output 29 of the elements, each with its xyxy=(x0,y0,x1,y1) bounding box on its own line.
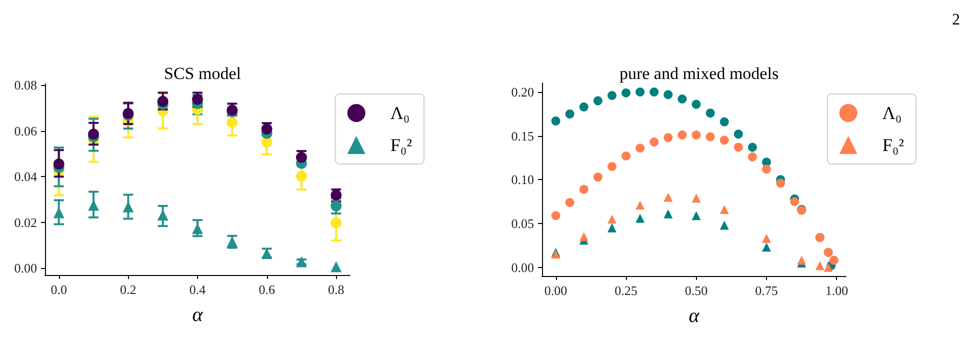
legend-label: F₀² xyxy=(882,135,904,155)
legend-label: F₀² xyxy=(390,135,412,155)
text: 2 xyxy=(952,12,960,28)
y-tick-label: 0.08 xyxy=(14,78,37,93)
y-tick-label: 0.04 xyxy=(14,169,38,184)
x-tick-label: 0.00 xyxy=(544,283,568,298)
y-tick-label: 0.20 xyxy=(511,84,534,100)
y-tick-label: 0.00 xyxy=(511,260,534,275)
x-axis-title: α xyxy=(688,305,700,327)
x-tick-label: 0.2 xyxy=(120,282,136,297)
chart-title: pure and mixed models xyxy=(619,64,779,83)
y-tick-label: 0.02 xyxy=(14,214,37,230)
x-tick-label: 0.50 xyxy=(684,283,708,298)
x-tick-label: 0.6 xyxy=(258,282,276,297)
x-tick-label: 0.75 xyxy=(755,283,778,298)
legend-label: Λ₀ xyxy=(390,103,410,123)
x-tick-label: 1.00 xyxy=(825,283,848,298)
x-tick-label: 0.25 xyxy=(614,283,638,298)
x-axis-title: α xyxy=(192,304,204,326)
x-tick-label: 0.4 xyxy=(189,282,206,297)
y-tick-label: 0.05 xyxy=(511,216,534,231)
y-tick-label: 0.00 xyxy=(14,260,37,276)
y-tick-label: 0.06 xyxy=(14,123,38,138)
legend-label: Λ₀ xyxy=(882,103,902,123)
y-tick-label: 0.10 xyxy=(511,172,534,188)
x-tick-label: 0.0 xyxy=(50,282,67,297)
chart-title: SCS model xyxy=(164,64,242,83)
x-tick-label: 0.8 xyxy=(328,282,344,297)
y-tick-label: 0.15 xyxy=(511,128,534,144)
